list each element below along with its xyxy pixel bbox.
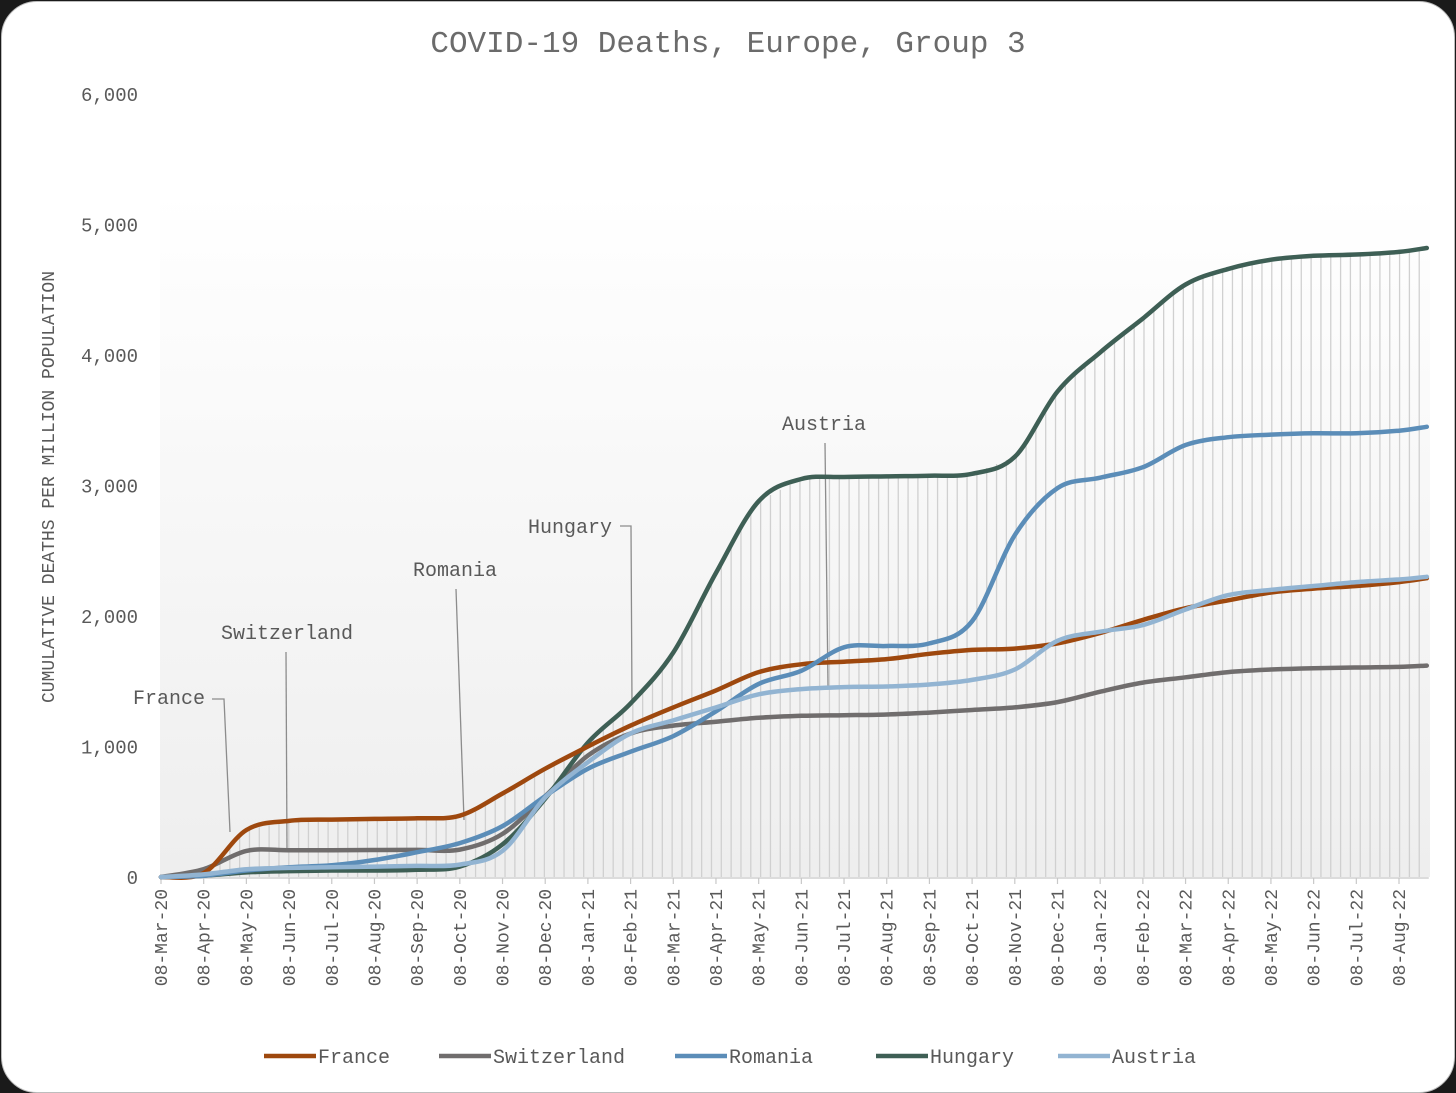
annotation-switzerland: Switzerland [221, 623, 353, 853]
x-tick-label: 08-Jun-21 [793, 889, 813, 986]
annotation-label: Romania [413, 560, 497, 583]
y-axis-title: CUMULATIVE DEATHS PER MILLION POPULATION [40, 271, 60, 703]
annotation-label: Hungary [528, 517, 612, 540]
annotation-leader-line [285, 651, 288, 853]
y-tick-label: 4,000 [81, 346, 138, 368]
chart-title: COVID-19 Deaths, Europe, Group 3 [430, 27, 1025, 62]
legend-label: France [318, 1047, 390, 1070]
y-tick-label: 6,000 [81, 85, 138, 107]
x-tick-label: 08-Jan-22 [1092, 889, 1112, 986]
y-tick-label: 0 [127, 868, 138, 890]
series-line-austria [158, 574, 1430, 880]
y-axis: 0 1,000 2,000 3,000 4,000 5,000 6,000 [81, 85, 138, 890]
x-tick-label: 08-Mar-22 [1178, 889, 1198, 986]
x-tick-label: 08-Jul-21 [836, 889, 856, 986]
annotations: France Switzerland Romania Hungary Austria [133, 414, 866, 853]
x-tick-label: 08-Dec-20 [537, 889, 557, 986]
x-tick-label: 08-Sep-20 [409, 889, 429, 986]
x-tick-label: 08-Jul-22 [1348, 889, 1368, 986]
legend-item-hungary: Hungary [876, 1047, 1014, 1070]
legend: France Switzerland Romania Hungary Austria [264, 1047, 1196, 1070]
annotation-hungary: Hungary [528, 517, 633, 705]
x-tick-label: 08-Jun-22 [1306, 889, 1326, 986]
annotation-label: Switzerland [221, 623, 353, 646]
x-tick-label: 08-Jun-20 [281, 889, 301, 986]
series-lines [158, 245, 1430, 880]
annotation-leader-line [212, 698, 231, 833]
annotation-leader-line [455, 588, 465, 821]
x-tick-label: 08-Oct-21 [964, 889, 984, 986]
plot-area-background [160, 192, 1430, 877]
legend-item-france: France [264, 1047, 390, 1070]
x-tick-label: 08-Apr-21 [708, 889, 728, 986]
annotation-leader-line [824, 442, 829, 688]
y-tick-label: 1,000 [81, 738, 138, 760]
annotation-label: Austria [782, 414, 866, 437]
vertical-gridlines [170, 250, 1420, 877]
x-tick-label: 08-Oct-20 [452, 889, 472, 986]
x-tick-label: 08-Feb-21 [623, 889, 643, 986]
x-tick-label: 08-Mar-20 [153, 889, 173, 986]
y-tick-label: 3,000 [81, 477, 138, 499]
legend-label: Austria [1112, 1047, 1196, 1070]
x-tick-label: 08-Dec-21 [1049, 889, 1069, 986]
y-tick-label: 2,000 [81, 607, 138, 629]
x-tick-label: 08-May-21 [751, 889, 771, 986]
x-tick-label: 08-Apr-20 [196, 889, 216, 986]
x-tick-label: 08-Apr-22 [1220, 889, 1240, 986]
series-line-france [158, 575, 1430, 880]
legend-label: Romania [729, 1047, 813, 1070]
annotation-austria: Austria [782, 414, 866, 688]
annotation-leader-line [620, 525, 633, 705]
x-tick-label: 08-Jul-20 [324, 889, 344, 986]
x-tick-label: 08-May-22 [1263, 889, 1283, 986]
annotation-france: France [133, 688, 231, 833]
legend-item-switzerland: Switzerland [439, 1047, 625, 1070]
annotation-label: France [133, 688, 205, 711]
x-tick-label: 08-Mar-21 [665, 889, 685, 986]
x-tick-label: 08-Aug-22 [1391, 889, 1411, 986]
x-tick-label: 08-Aug-20 [366, 889, 386, 986]
legend-item-romania: Romania [675, 1047, 813, 1070]
x-tick-label: 08-Feb-22 [1135, 889, 1155, 986]
x-tick-label: 08-Jan-21 [580, 889, 600, 986]
x-tick-label: 08-Nov-21 [1007, 889, 1027, 986]
legend-label: Hungary [930, 1047, 1014, 1070]
y-tick-label: 5,000 [81, 216, 138, 238]
annotation-romania: Romania [413, 560, 497, 821]
series-line-switzerland [158, 663, 1430, 880]
legend-item-austria: Austria [1058, 1047, 1196, 1070]
x-tick-label: 08-Nov-20 [495, 889, 515, 986]
x-tick-label: 08-Sep-21 [921, 889, 941, 986]
x-tick-label: 08-Aug-21 [879, 889, 899, 986]
x-tick-label: 08-May-20 [238, 889, 258, 986]
series-line-romania [158, 424, 1430, 880]
series-line-hungary [158, 245, 1430, 880]
x-axis: 08-Mar-20 08-Apr-20 08-May-20 08-Jun-20 08-J… [153, 877, 1429, 986]
legend-label: Switzerland [493, 1047, 625, 1070]
